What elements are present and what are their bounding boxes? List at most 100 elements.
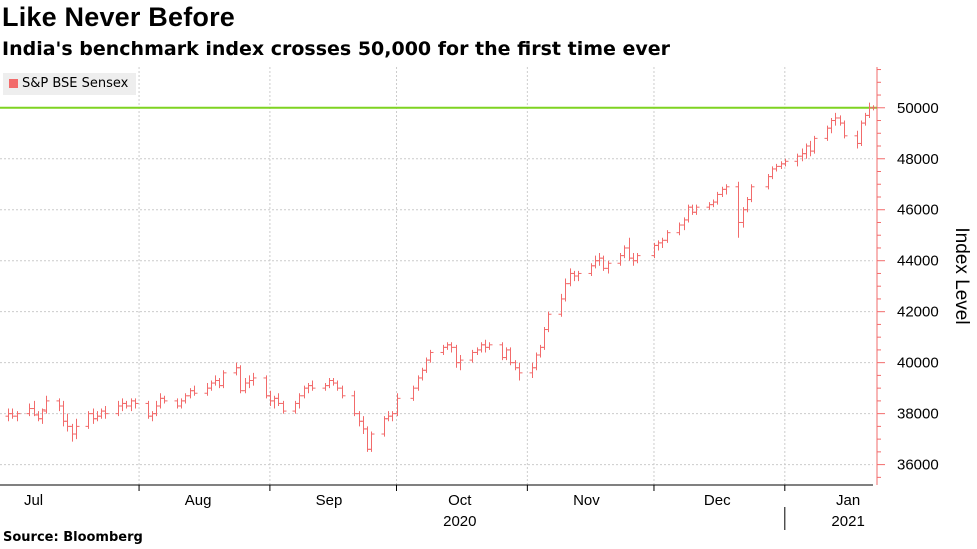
ohlc-bar — [723, 184, 730, 195]
chart-title: Like Never Before — [2, 2, 236, 32]
ohlc-bar — [516, 362, 523, 381]
ohlc-bar — [478, 342, 485, 353]
ohlc-bar — [681, 217, 688, 231]
ohlc-bar — [305, 383, 312, 394]
ohlc-bar — [9, 408, 16, 419]
ohlc-bar — [512, 360, 519, 371]
y-tick-label: 40000 — [897, 355, 939, 372]
ohlc-bar — [444, 342, 451, 350]
ohlc-bar — [469, 349, 476, 363]
x-tick-label: Aug — [185, 492, 212, 509]
ohlc-bar — [90, 408, 97, 424]
y-axis-label: Index Level — [951, 227, 972, 324]
ohlc-bar — [250, 372, 257, 386]
ohlc-bar — [263, 375, 270, 399]
ohlc-bar — [364, 426, 371, 452]
ohlc-bar — [191, 385, 198, 396]
ohlc-bar — [5, 408, 12, 422]
ohlc-bar — [35, 411, 42, 422]
x-year-label: 2021 — [831, 513, 864, 530]
ohlc-bar — [605, 260, 612, 274]
ohlc-bar — [567, 268, 574, 287]
ohlc-bar — [811, 135, 818, 154]
ohlc-bar — [634, 253, 641, 264]
x-year-label: 2020 — [443, 513, 476, 530]
ohlc-bar — [132, 398, 139, 409]
ohlc-bar — [267, 390, 274, 406]
ohlc-bar — [486, 342, 493, 350]
ohlc-bar — [748, 184, 755, 203]
ohlc-bar — [592, 255, 599, 269]
ohlc-bar — [453, 344, 460, 368]
ohlc-bar — [220, 370, 227, 389]
ohlc-bar — [457, 355, 464, 371]
ohlc-bar — [794, 153, 801, 167]
y-tick-label: 46000 — [897, 202, 939, 219]
ohlc-bar — [655, 240, 662, 251]
ohlc-bar — [562, 278, 569, 302]
ohlc-bar — [710, 199, 717, 208]
ohlc-bar — [782, 158, 789, 167]
ohlc-bar — [389, 411, 396, 422]
ohlc-bar — [322, 383, 329, 391]
ohlc-bar — [157, 393, 164, 409]
ohlc-bar — [64, 413, 71, 432]
ohlc-bar — [39, 408, 46, 424]
ohlc-bar — [275, 393, 282, 406]
ohlc-bar — [841, 120, 848, 139]
ohlc-bar — [237, 365, 244, 394]
ohlc-bar — [26, 403, 33, 417]
ohlc-bar — [545, 311, 552, 333]
ohlc-bar — [596, 253, 603, 266]
ohlc-bar — [676, 222, 683, 236]
x-tick-label: Sep — [316, 492, 343, 509]
ohlc-bar — [73, 418, 80, 440]
ohlc-bar — [381, 416, 388, 437]
ohlc-bar — [693, 204, 700, 215]
ohlc-bar — [360, 416, 367, 435]
ohlc-bar — [330, 377, 337, 386]
ohlc-bar — [807, 140, 814, 157]
ohlc-bar — [575, 270, 582, 282]
ohlc-bar — [280, 400, 287, 414]
ohlc-bar — [43, 395, 50, 414]
ohlc-bar — [182, 393, 189, 404]
ohlc-bar — [149, 411, 156, 422]
legend-swatch — [9, 79, 18, 88]
ohlc-bar — [558, 293, 565, 317]
ohlc-bar — [837, 115, 844, 126]
ohlc-bar — [174, 398, 181, 409]
ohlc-bar — [769, 166, 776, 180]
ohlc-bar — [870, 105, 877, 111]
y-tick-label: 42000 — [897, 304, 939, 321]
ohlc-bar — [208, 380, 215, 391]
x-tick-label: Nov — [573, 492, 600, 509]
ohlc-bar — [529, 362, 536, 378]
ohlc-bar — [161, 395, 168, 404]
ohlc-bar — [541, 326, 548, 350]
ohlc-bar — [659, 237, 666, 248]
ohlc-bar — [14, 411, 21, 422]
x-tick-label: Oct — [448, 492, 472, 509]
y-tick-label: 36000 — [897, 457, 939, 474]
chart-legend: S&P BSE Sensex — [3, 73, 137, 95]
ohlc-bar — [854, 130, 861, 149]
ohlc-bar — [799, 148, 806, 162]
chart-subtitle: India's benchmark index crosses 50,000 f… — [2, 38, 671, 60]
ohlc-bar — [740, 207, 747, 228]
ohlc-bar — [621, 245, 628, 259]
ohlc-bar — [242, 377, 249, 394]
ohlc-bar — [69, 423, 76, 442]
ohlc-bar — [617, 253, 624, 266]
ohlc-bar — [119, 398, 126, 412]
source-note: Source: Bloomberg — [3, 530, 143, 545]
legend-label: S&P BSE Sensex — [22, 76, 129, 91]
ohlc-bar — [351, 390, 358, 417]
ohlc-bar — [128, 398, 135, 412]
ohlc-bar — [204, 383, 211, 396]
ohlc-bar — [56, 398, 63, 412]
ohlc-bar — [292, 400, 299, 414]
ohlc-bar — [178, 398, 185, 409]
y-tick-label: 48000 — [897, 151, 939, 168]
